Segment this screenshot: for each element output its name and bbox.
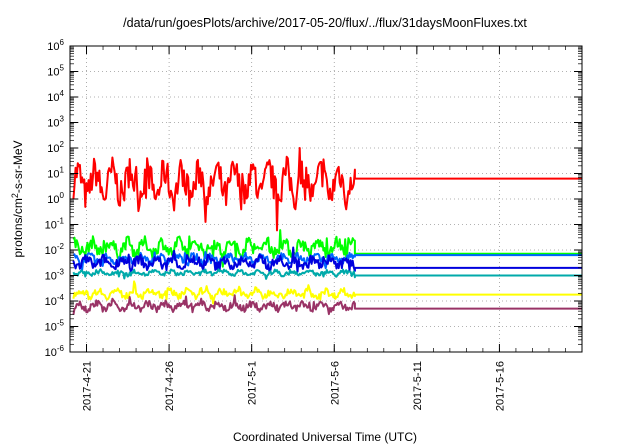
y-tick-label: 100 (47, 191, 64, 206)
series-line-5 (72, 268, 582, 280)
y-tick-label: 105 (47, 64, 64, 79)
series-line-1 (72, 147, 582, 232)
y-tick-label: 103 (47, 115, 64, 130)
grid (70, 46, 582, 352)
y-tick-labels: 10-6 10-5 10-4 10-3 10-2 10-1 100 101 102 103 104 1… (45, 38, 65, 359)
chart-title: /data/run/goesPlots/archive/2017-05-20/f… (123, 16, 527, 30)
y-tick-label: 10-6 (45, 344, 65, 359)
y-tick-label: 104 (47, 89, 64, 104)
x-tick-labels: 2017-4-21 2017-4-26 2017-5-1 2017-5-6 2017-5… (82, 361, 507, 411)
y-tick-label: 10-3 (45, 268, 65, 283)
x-tick-label: 2017-5-1 (247, 361, 259, 405)
x-tick-label: 2017-5-6 (329, 361, 341, 405)
y-tick-label: 10-2 (45, 242, 65, 257)
x-tick-label: 2017-4-26 (164, 361, 176, 411)
y-tick-label: 10-4 (45, 293, 65, 308)
x-tick-label: 2017-5-16 (494, 361, 506, 411)
y-tick-label: 106 (47, 38, 64, 53)
y-tick-label: 10-5 (45, 319, 65, 334)
x-tick-label: 2017-5-11 (412, 361, 424, 410)
series-line-7 (72, 294, 582, 316)
y-tick-label: 10-1 (45, 217, 65, 232)
x-tick-label: 2017-4-21 (82, 361, 94, 411)
series-line-4 (72, 246, 582, 273)
y-tick-label: 102 (47, 140, 64, 155)
y-tick-label: 101 (47, 166, 64, 181)
series-line-6 (72, 280, 582, 305)
axis-ticks (70, 45, 582, 353)
y-axis-label: protons/cm2-s-sr-MeV (10, 140, 25, 257)
x-axis-label: Coordinated Universal Time (UTC) (233, 430, 417, 444)
series-group (72, 147, 582, 316)
